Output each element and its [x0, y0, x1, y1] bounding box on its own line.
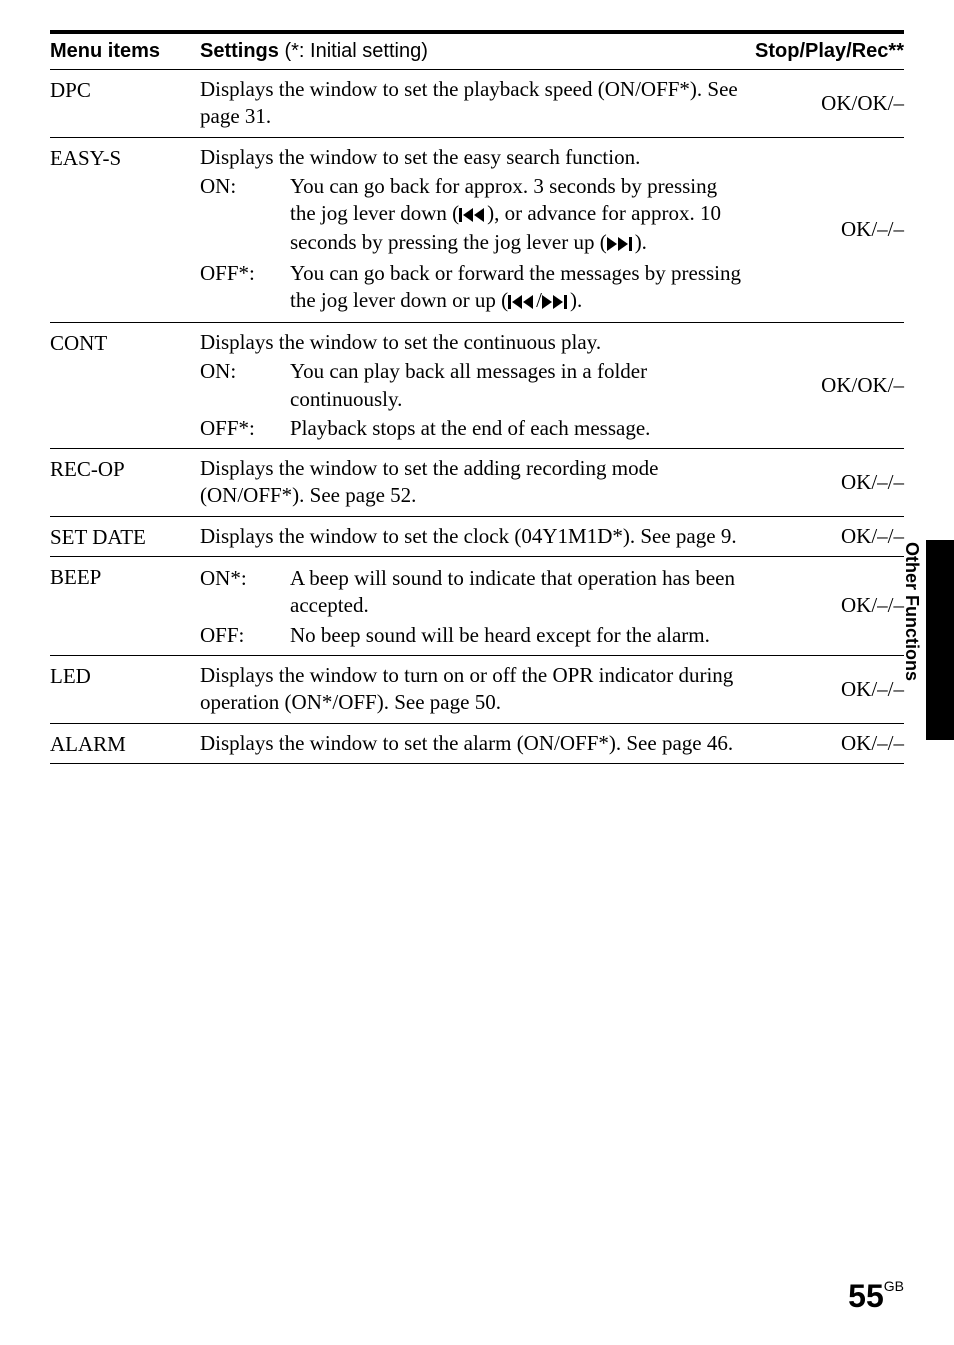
prev-track-icon	[508, 289, 536, 316]
header-settings: Settings (*: Initial setting)	[200, 40, 744, 63]
row-desc-led: Displays the window to turn on or off th…	[200, 662, 744, 717]
beep-on-label: ON*:	[200, 565, 290, 620]
row-desc-dpc: Displays the window to set the playback …	[200, 76, 744, 131]
cont-on-desc: You can play back all messages in a fold…	[290, 358, 744, 413]
row-desc-easys: Displays the window to set the easy sear…	[200, 144, 744, 316]
table-row: CONT Displays the window to set the cont…	[50, 323, 904, 449]
page-gb: GB	[884, 1278, 904, 1294]
row-label-easys: EASY-S	[50, 144, 200, 316]
table-row: ALARM Displays the window to set the ala…	[50, 724, 904, 764]
easys-intro: Displays the window to set the easy sear…	[200, 144, 744, 171]
row-stop-cont: OK/OK/–	[744, 329, 904, 442]
header-stop: Stop/Play/Rec**	[744, 40, 904, 63]
table-row: LED Displays the window to turn on or of…	[50, 656, 904, 724]
table-row: BEEP ON*: A beep will sound to indicate …	[50, 557, 904, 656]
row-label-dpc: DPC	[50, 76, 200, 131]
page-num-value: 55	[848, 1278, 884, 1314]
row-stop-alarm: OK/–/–	[744, 730, 904, 757]
row-desc-setdate: Displays the window to set the clock (04…	[200, 523, 744, 550]
row-label-alarm: ALARM	[50, 730, 200, 757]
next-track-icon	[607, 231, 635, 258]
next-track-icon	[542, 289, 570, 316]
table-row: EASY-S Displays the window to set the ea…	[50, 138, 904, 323]
cont-off-desc: Playback stops at the end of each messag…	[290, 415, 744, 442]
table-row: REC-OP Displays the window to set the ad…	[50, 449, 904, 517]
row-stop-led: OK/–/–	[744, 662, 904, 717]
cont-off-label: OFF*:	[200, 415, 290, 442]
row-stop-recop: OK/–/–	[744, 455, 904, 510]
header-menu-items: Menu items	[50, 40, 200, 63]
side-tab	[926, 540, 954, 740]
row-stop-dpc: OK/OK/–	[744, 76, 904, 131]
beep-on-desc: A beep will sound to indicate that opera…	[290, 565, 744, 620]
easys-on-label: ON:	[200, 173, 290, 258]
row-stop-easys: OK/–/–	[744, 144, 904, 316]
table-header: Menu items Settings (*: Initial setting)…	[50, 40, 904, 70]
beep-off-label: OFF:	[200, 622, 290, 649]
row-desc-alarm: Displays the window to set the alarm (ON…	[200, 730, 744, 757]
cont-intro: Displays the window to set the continuou…	[200, 329, 744, 356]
header-settings-note: (*: Initial setting)	[279, 40, 428, 62]
row-stop-setdate: OK/–/–	[744, 523, 904, 550]
row-label-led: LED	[50, 662, 200, 717]
easys-on-post: ).	[635, 230, 647, 254]
easys-on-desc: You can go back for approx. 3 seconds by…	[290, 173, 744, 258]
table-row: SET DATE Displays the window to set the …	[50, 517, 904, 557]
row-desc-recop: Displays the window to set the adding re…	[200, 455, 744, 510]
easys-off-post: ).	[570, 288, 582, 312]
row-stop-beep: OK/–/–	[744, 563, 904, 649]
header-settings-label: Settings	[200, 40, 279, 62]
cont-on-label: ON:	[200, 358, 290, 413]
easys-off-label: OFF*:	[200, 260, 290, 316]
row-desc-beep: ON*: A beep will sound to indicate that …	[200, 563, 744, 649]
table-row: DPC Displays the window to set the playb…	[50, 70, 904, 138]
prev-track-icon	[459, 202, 487, 229]
easys-off-desc: You can go back or forward the messages …	[290, 260, 744, 316]
beep-off-desc: No beep sound will be heard except for t…	[290, 622, 744, 649]
row-label-cont: CONT	[50, 329, 200, 442]
side-label: Other Functions	[901, 542, 922, 681]
row-desc-cont: Displays the window to set the continuou…	[200, 329, 744, 442]
row-label-beep: BEEP	[50, 563, 200, 649]
row-label-recop: REC-OP	[50, 455, 200, 510]
row-label-setdate: SET DATE	[50, 523, 200, 550]
page-number: 55GB	[848, 1278, 904, 1315]
